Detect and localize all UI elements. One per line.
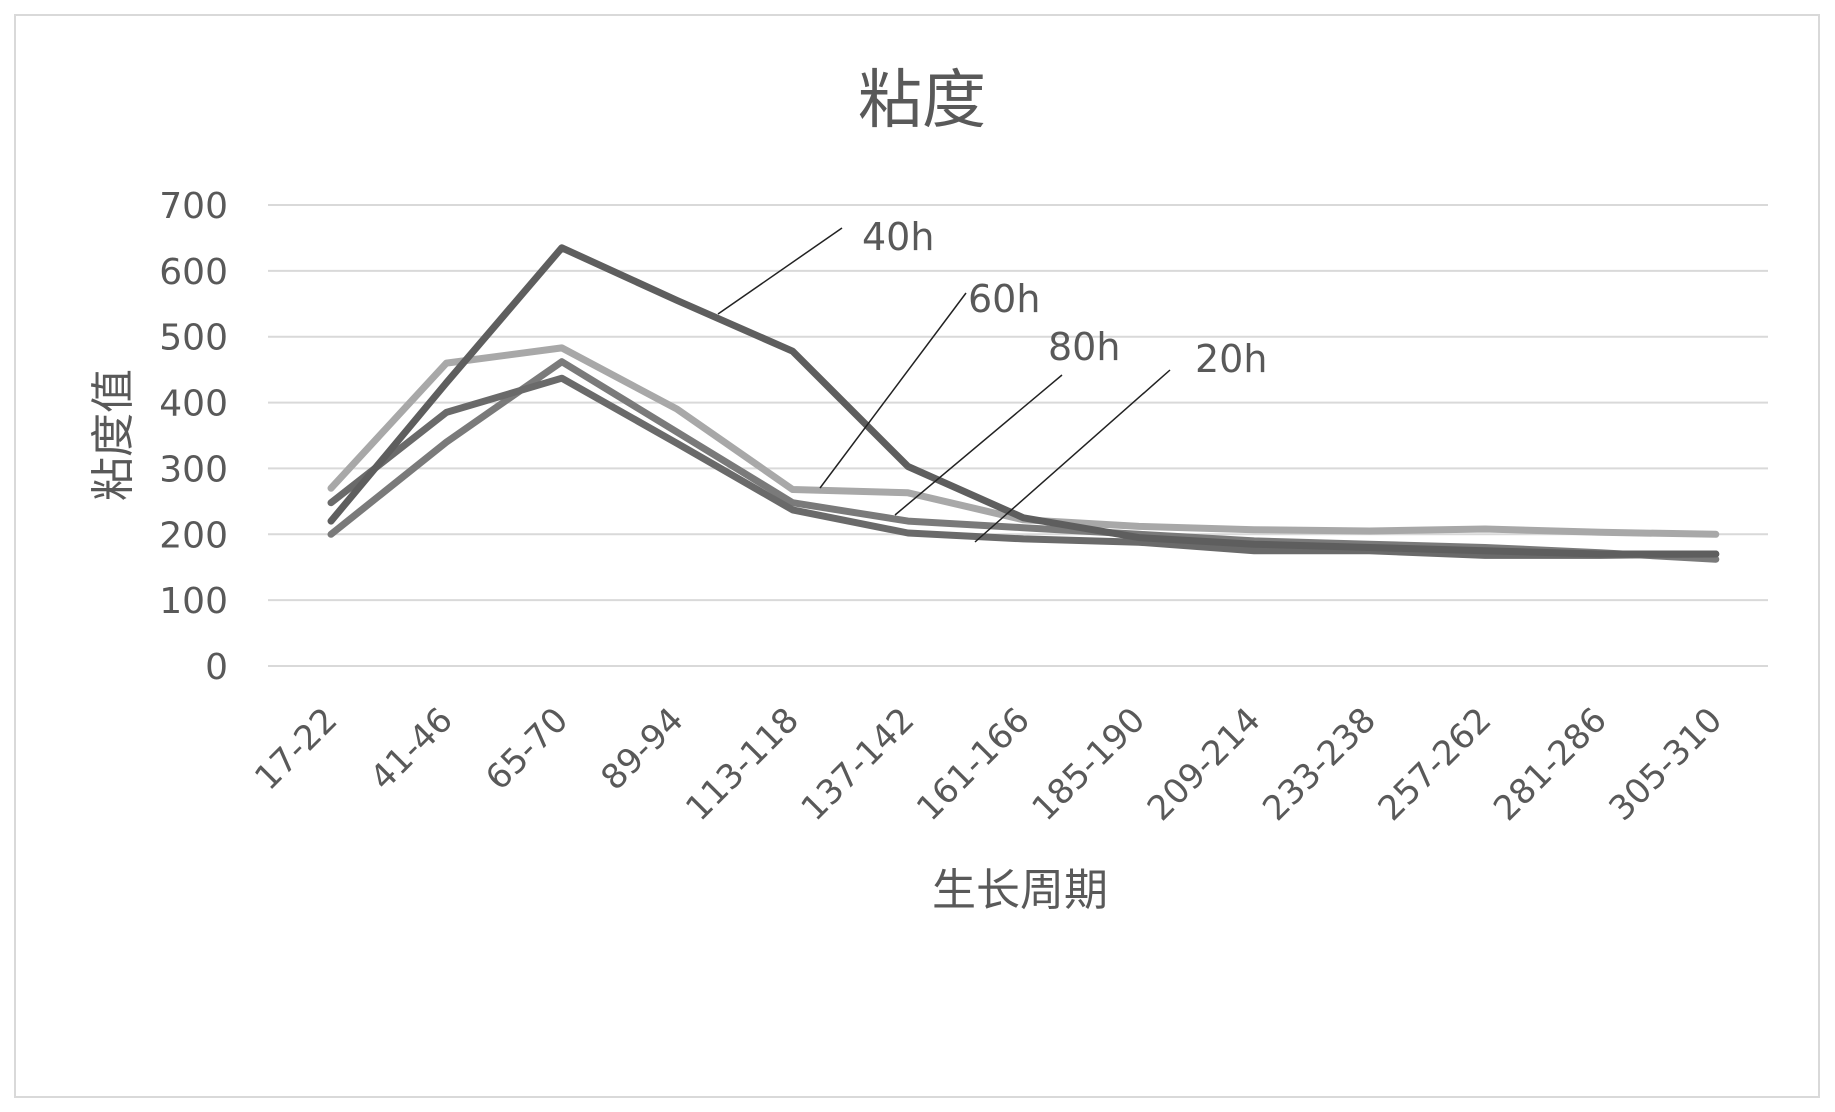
callout-leader-40h — [717, 227, 843, 315]
series-label-40h: 40h — [862, 215, 934, 259]
y-tick-label: 200 — [159, 515, 228, 556]
x-tick-label: 41-46 — [363, 700, 461, 798]
y-tick-label: 100 — [159, 581, 228, 622]
series-lines — [327, 244, 1720, 563]
y-tick-label: 600 — [159, 252, 228, 293]
x-axis-ticks: 17-22 41-46 65-70 89-94113-118137-142161-16… — [247, 700, 1730, 829]
y-tick-label: 0 — [205, 647, 228, 688]
series-label-60h: 60h — [968, 277, 1040, 321]
x-tick-label: 65-70 — [478, 700, 576, 798]
y-axis-label: 粘度值 — [88, 369, 139, 501]
series-line-20h — [327, 374, 1720, 559]
x-tick-label: 17-22 — [247, 700, 345, 798]
series-line-40h — [327, 244, 1720, 558]
x-tick-label: 281-286 — [1486, 700, 1615, 829]
y-axis-ticks: 0 100 200 300 400 500 600 700 — [159, 186, 228, 688]
gridlines — [268, 204, 1768, 667]
x-tick-label: 233-238 — [1255, 700, 1384, 829]
series-label-20h: 20h — [1195, 337, 1267, 381]
x-tick-label: 209-214 — [1140, 700, 1269, 829]
x-tick-label: 305-310 — [1601, 700, 1730, 829]
x-axis-label: 生长周期 — [932, 865, 1108, 916]
x-tick-label: 89-94 — [593, 700, 691, 798]
callout-leader-80h — [894, 374, 1063, 516]
callout-leader-20h — [974, 369, 1171, 543]
y-tick-label: 700 — [159, 186, 228, 227]
y-tick-label: 300 — [159, 449, 228, 490]
x-tick-label: 113-118 — [678, 700, 807, 829]
y-tick-label: 400 — [159, 384, 228, 425]
x-tick-label: 137-142 — [794, 700, 923, 829]
x-tick-label: 257-262 — [1371, 700, 1500, 829]
chart-title: 粘度 — [858, 64, 986, 138]
series-label-80h: 80h — [1048, 325, 1120, 369]
callout-leader-60h — [819, 292, 967, 489]
x-tick-label: 161-166 — [909, 700, 1038, 829]
y-tick-label: 500 — [159, 318, 228, 359]
x-tick-label: 185-190 — [1024, 700, 1153, 829]
